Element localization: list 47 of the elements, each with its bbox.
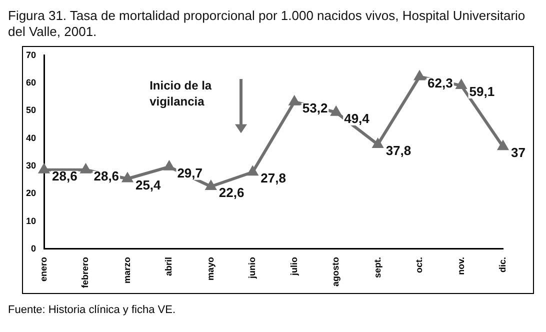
- y-tick-label: 40: [26, 132, 36, 143]
- data-label: 28,6: [94, 168, 120, 184]
- x-tick-label: oct.: [414, 256, 424, 274]
- x-tick-label: julio: [288, 256, 299, 276]
- data-label: 28,6: [52, 168, 78, 184]
- x-tick-label: sept.: [372, 256, 382, 278]
- source-note: Fuente: Historia clínica y ficha VE.: [8, 304, 177, 316]
- point: [248, 166, 258, 176]
- x-tick-label: febrero: [80, 256, 90, 288]
- y-tick-label: 10: [26, 216, 36, 226]
- point: [331, 106, 342, 116]
- annotation: Inicio de la vigilancia: [150, 78, 212, 109]
- point: [289, 96, 300, 106]
- y-tick-label: 20: [26, 188, 36, 198]
- y-tick-label: 30: [26, 160, 36, 171]
- data-label: 29,7: [177, 165, 202, 180]
- point: [206, 180, 216, 190]
- point: [372, 138, 383, 148]
- data-label: 62,3: [428, 75, 453, 90]
- y-tick-label: 70: [26, 50, 36, 60]
- point: [498, 141, 508, 150]
- data-label: 27,8: [260, 170, 286, 186]
- data-label: 59,1: [469, 84, 495, 100]
- x-tick-label: marzo: [122, 256, 132, 284]
- x-tick-label: junio: [247, 256, 258, 280]
- point: [414, 71, 425, 80]
- point: [122, 173, 132, 182]
- data-label: 53,2: [302, 100, 328, 116]
- chart-title: Figura 31. Tasa de mortalidad proporcional por 1.000 nacidos vivos, Hospital Universitario del Valle, 2001.: [8, 8, 526, 40]
- point: [164, 161, 174, 170]
- x-tick-label: dic.: [497, 256, 508, 273]
- data-label: 37,8: [386, 143, 412, 158]
- y-tick-label: 60: [26, 78, 36, 88]
- point: [39, 164, 49, 174]
- x-tick-label: agosto: [330, 256, 341, 287]
- data-label: 37: [511, 145, 526, 160]
- y-tick-label: 0: [30, 243, 36, 254]
- x-tick-label: nov.: [456, 256, 466, 275]
- data-label: 22,6: [218, 185, 244, 200]
- data-label: 49,4: [344, 110, 370, 126]
- x-tick-label: enero: [38, 256, 48, 282]
- data-label: 25,4: [135, 177, 162, 192]
- point: [456, 80, 466, 90]
- point: [80, 164, 91, 174]
- y-tick-label: 50: [26, 105, 36, 116]
- x-tick-label: abril: [164, 256, 174, 276]
- x-tick-label: mayo: [205, 256, 216, 281]
